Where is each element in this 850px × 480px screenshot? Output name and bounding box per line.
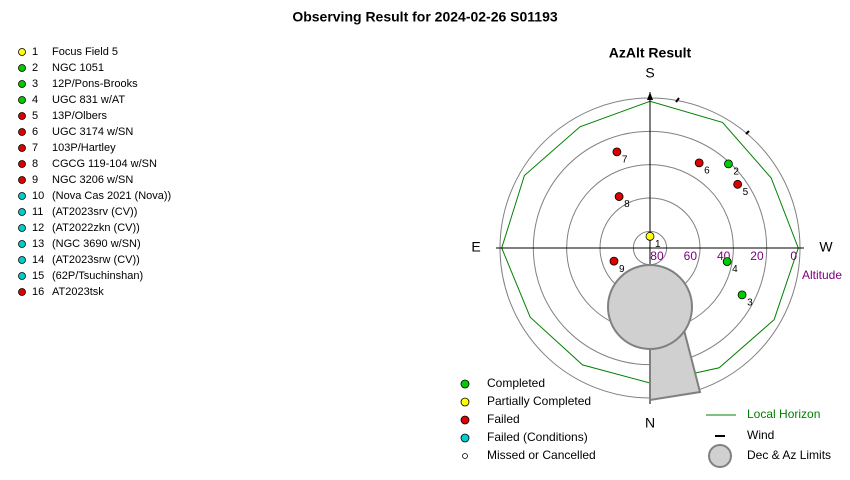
list-status-dot	[18, 256, 26, 264]
point-label: 5	[743, 187, 749, 198]
r-tick-label: 0	[790, 249, 797, 263]
point-label: 9	[619, 264, 625, 275]
list-name: (NGC 3690 w/SN)	[52, 238, 141, 250]
list-name: UGC 3174 w/SN	[52, 126, 133, 138]
list-name: UGC 831 w/AT	[52, 94, 125, 106]
legend-limits-key	[708, 444, 732, 468]
direction-label: S	[645, 65, 654, 81]
wind-marker	[675, 97, 680, 103]
list-number: 11	[32, 206, 43, 218]
list-status-dot	[18, 288, 26, 296]
list-name: AT2023tsk	[52, 286, 104, 298]
legend-dot	[460, 433, 470, 443]
object-point	[614, 192, 624, 201]
direction-label: N	[645, 415, 655, 431]
list-status-dot	[18, 144, 26, 152]
point-label: 1	[655, 239, 661, 250]
list-name: (62P/Tsuchinshan)	[52, 270, 143, 282]
legend-label: Wind	[747, 428, 774, 442]
list-name: CGCG 119-104 w/SN	[52, 158, 157, 170]
list-number: 15	[32, 270, 44, 282]
list-status-dot	[18, 192, 26, 200]
list-status-dot	[18, 48, 26, 56]
list-number: 13	[32, 238, 44, 250]
list-status-dot	[18, 112, 26, 120]
point-label: 4	[732, 264, 738, 275]
axis-arrow	[647, 92, 653, 100]
point-label: 8	[624, 199, 630, 210]
list-status-dot	[18, 160, 26, 168]
object-point	[722, 257, 732, 267]
direction-label: W	[819, 239, 833, 255]
list-status-dot	[18, 128, 26, 136]
list-name: Focus Field 5	[52, 46, 118, 58]
point-label: 6	[704, 165, 710, 176]
list-status-dot	[18, 224, 26, 232]
point-label: 7	[622, 155, 628, 166]
object-point	[724, 159, 733, 169]
list-number: 6	[32, 126, 38, 138]
object-point	[609, 256, 619, 266]
list-number: 8	[32, 158, 38, 170]
list-status-dot	[18, 64, 26, 72]
list-number: 9	[32, 174, 38, 186]
list-number: 2	[32, 62, 38, 74]
list-name: NGC 3206 w/SN	[52, 174, 133, 186]
list-name: NGC 1051	[52, 62, 104, 74]
r-tick-label: 80	[650, 249, 664, 263]
direction-label: E	[471, 239, 480, 255]
list-status-dot	[18, 272, 26, 280]
list-name: (Nova Cas 2021 (Nova))	[52, 190, 171, 202]
list-status-dot	[18, 176, 26, 184]
object-point	[737, 290, 747, 300]
list-number: 3	[32, 78, 38, 90]
list-name: (AT2022zkn (CV))	[52, 222, 140, 234]
legend-dot	[460, 397, 470, 407]
list-number: 5	[32, 110, 38, 122]
legend-dot	[460, 415, 470, 425]
dec-az-limits	[607, 264, 702, 402]
list-status-dot	[18, 208, 26, 216]
point-label: 3	[747, 298, 753, 309]
legend-label: Failed	[487, 412, 520, 426]
legend-label: Completed	[487, 376, 545, 390]
list-name: (AT2023srw (CV))	[52, 254, 140, 266]
point-label: 2	[733, 167, 739, 178]
r-tick-label: 60	[684, 249, 698, 263]
object-point	[645, 231, 655, 241]
list-number: 14	[32, 254, 44, 266]
list-number: 7	[32, 142, 38, 154]
list-name: (AT2023srv (CV))	[52, 206, 137, 218]
legend-label: Local Horizon	[747, 407, 820, 421]
list-number: 1	[32, 46, 38, 58]
list-status-dot	[18, 96, 26, 104]
list-status-dot	[18, 80, 26, 88]
list-number: 4	[32, 94, 38, 106]
page-title: Observing Result for 2024-02-26 S01193	[292, 9, 558, 25]
list-number: 10	[32, 190, 44, 202]
list-status-dot	[18, 240, 26, 248]
object-point	[733, 179, 743, 189]
legend-label: Missed or Cancelled	[487, 448, 596, 462]
list-number: 16	[32, 286, 44, 298]
list-name: 103P/Hartley	[52, 142, 116, 154]
legend-label: Failed (Conditions)	[487, 430, 588, 444]
chart-title: AzAlt Result	[609, 45, 692, 61]
object-point	[612, 147, 622, 157]
legend-dot	[460, 379, 470, 389]
legend-label: Partially Completed	[487, 394, 591, 408]
wind-marker	[745, 130, 750, 135]
r-tick-label: 20	[750, 249, 764, 263]
legend-label: Dec & Az Limits	[747, 448, 831, 462]
list-number: 12	[32, 222, 44, 234]
list-name: 12P/Pons-Brooks	[52, 78, 138, 90]
axis-title: Altitude	[802, 268, 842, 282]
legend-dot	[462, 453, 468, 459]
object-point	[694, 158, 704, 168]
list-name: 13P/Olbers	[52, 110, 108, 122]
